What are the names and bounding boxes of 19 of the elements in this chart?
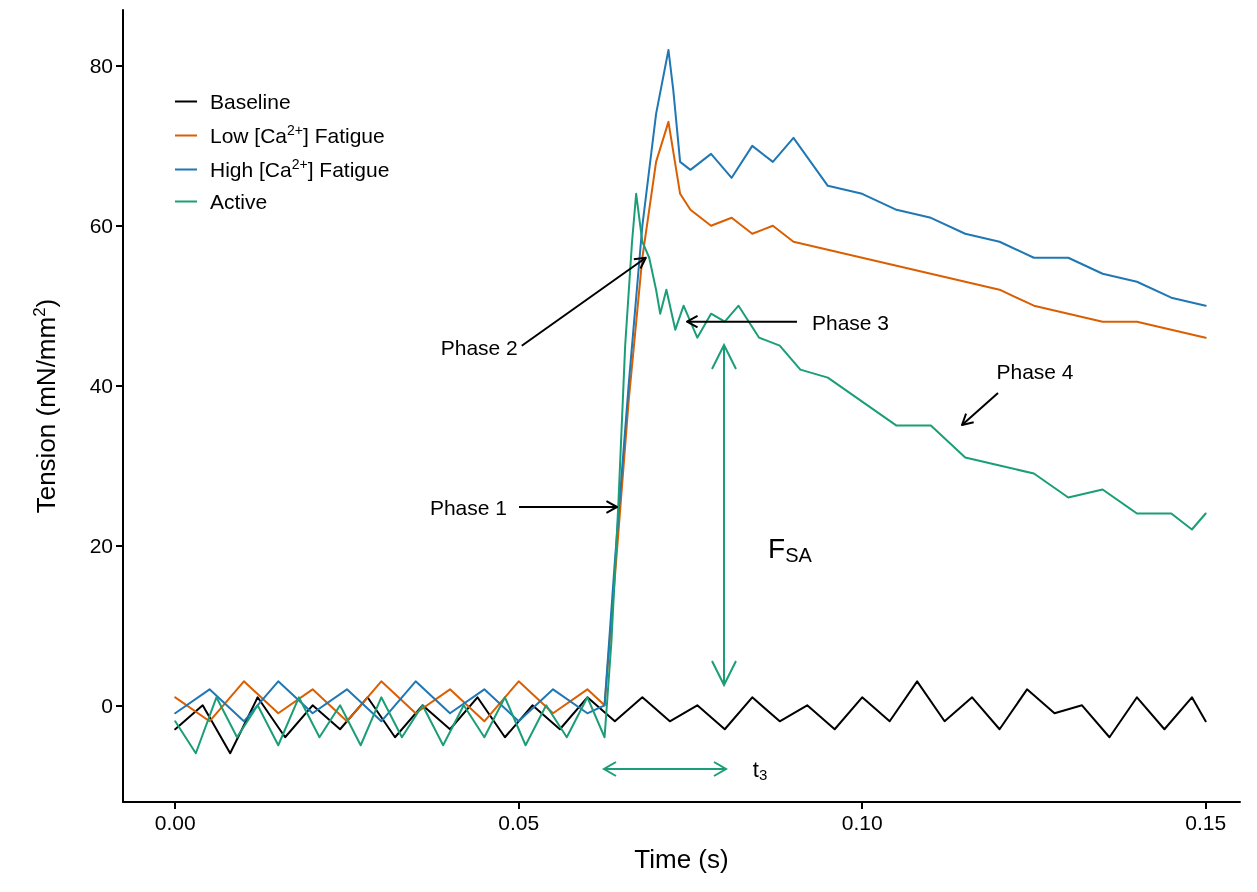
y-tick-label: 20 — [89, 533, 113, 557]
x-tick-label: 0.15 — [1185, 811, 1227, 834]
annotation: Phase 2 — [440, 336, 518, 360]
y-tick-label: 0 — [101, 693, 113, 717]
line-series — [174, 192, 1207, 755]
y-tick-label: 80 — [89, 54, 113, 78]
y-tick-label: 60 — [89, 214, 113, 238]
annotation: Phase 1 — [429, 495, 507, 519]
annotation: Phase 3 — [812, 311, 890, 335]
line-series — [174, 680, 1207, 755]
y-tick-label: 40 — [89, 374, 113, 398]
y-axis-title: Tension (mN/mm2) — [30, 298, 61, 514]
annotation: Phase 4 — [996, 359, 1074, 383]
x-tick-label: 0.05 — [498, 811, 540, 834]
x-axis-title: Time (s) — [634, 844, 729, 874]
x-tick-label: 0.10 — [841, 811, 883, 834]
legend-label: Active — [210, 190, 268, 213]
legend-label: Baseline — [210, 90, 291, 113]
x-tick-label: 0.00 — [154, 811, 196, 834]
